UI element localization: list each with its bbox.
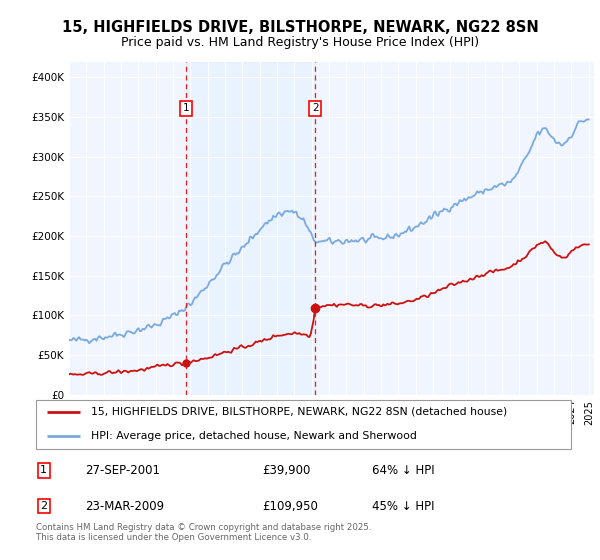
Text: 2: 2 [312, 103, 319, 113]
Text: 23-MAR-2009: 23-MAR-2009 [85, 500, 164, 512]
Text: £39,900: £39,900 [262, 464, 310, 477]
Text: 15, HIGHFIELDS DRIVE, BILSTHORPE, NEWARK, NG22 8SN: 15, HIGHFIELDS DRIVE, BILSTHORPE, NEWARK… [62, 20, 538, 35]
Text: 64% ↓ HPI: 64% ↓ HPI [372, 464, 435, 477]
Text: Contains HM Land Registry data © Crown copyright and database right 2025.
This d: Contains HM Land Registry data © Crown c… [35, 522, 371, 542]
Text: 2: 2 [40, 501, 47, 511]
Bar [186, 62, 315, 395]
FancyBboxPatch shape [35, 400, 571, 449]
Text: £109,950: £109,950 [262, 500, 318, 512]
Text: Price paid vs. HM Land Registry's House Price Index (HPI): Price paid vs. HM Land Registry's House … [121, 36, 479, 49]
Text: 1: 1 [40, 465, 47, 475]
Text: 1: 1 [183, 103, 190, 113]
Text: 27-SEP-2001: 27-SEP-2001 [85, 464, 160, 477]
Text: HPI: Average price, detached house, Newark and Sherwood: HPI: Average price, detached house, Newa… [91, 431, 416, 441]
Text: 45% ↓ HPI: 45% ↓ HPI [372, 500, 435, 512]
Text: 15, HIGHFIELDS DRIVE, BILSTHORPE, NEWARK, NG22 8SN (detached house): 15, HIGHFIELDS DRIVE, BILSTHORPE, NEWARK… [91, 407, 507, 417]
